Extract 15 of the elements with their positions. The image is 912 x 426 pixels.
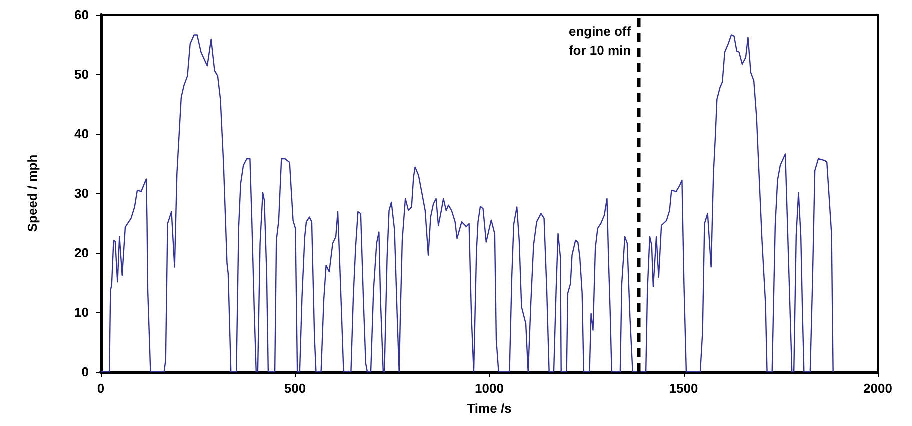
y-axis-title: Speed / mph (25, 154, 40, 232)
y-tick-label: 60 (74, 8, 89, 22)
y-tick-label: 0 (82, 364, 89, 380)
y-tick-label: 10 (74, 305, 89, 320)
x-tick-label: 1000 (475, 381, 504, 396)
y-tick-label: 30 (74, 186, 89, 201)
x-tick-label: 2000 (864, 381, 892, 396)
x-tick-label: 0 (97, 381, 105, 396)
x-tick-label: 1500 (669, 381, 698, 396)
y-tick-label: 40 (74, 126, 89, 142)
ref-line-label: engine off for 10 min (568, 24, 632, 58)
x-axis-title: Time /s (467, 401, 512, 416)
x-tick-label: 500 (284, 381, 306, 396)
y-tick-label: 50 (74, 67, 89, 82)
y-tick-label: 20 (74, 246, 89, 260)
